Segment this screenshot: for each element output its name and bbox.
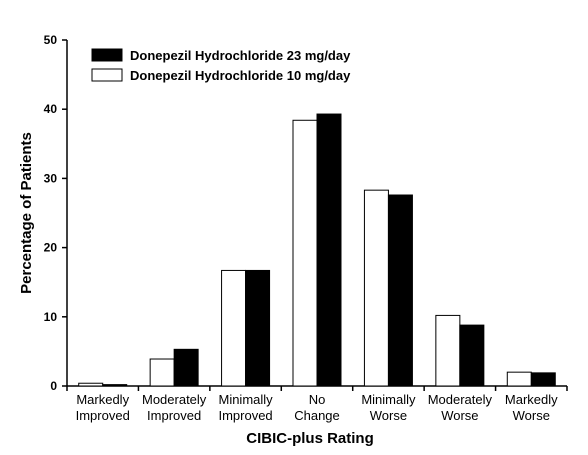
legend-swatch — [91, 68, 123, 82]
x-category-label: Markedly — [505, 392, 558, 407]
bar-10mg — [506, 371, 532, 387]
x-category-label: Moderately — [428, 392, 493, 407]
y-axis-ticks: 0 10 20 30 40 50 — [44, 33, 67, 393]
y-tick-label: 10 — [44, 310, 58, 324]
bar-10mg — [149, 358, 175, 387]
x-category-label: Worse — [441, 408, 478, 423]
x-category-label: Change — [294, 408, 340, 423]
bar-23mg — [459, 324, 485, 387]
x-category-label: Improved — [76, 408, 130, 423]
bar-23mg — [173, 348, 199, 387]
y-tick-label: 20 — [44, 241, 58, 255]
x-axis-title: CIBIC-plus Rating — [246, 430, 374, 447]
bars — [78, 113, 556, 387]
x-category-label: Worse — [370, 408, 407, 423]
bar-10mg — [292, 119, 318, 387]
y-tick-label: 40 — [44, 102, 58, 116]
bar-23mg — [245, 269, 271, 387]
x-category-label: Improved — [147, 408, 201, 423]
legend: Donepezil Hydrochloride 23 mg/day Donepez… — [91, 48, 351, 83]
y-axis-title: Percentage of Patients — [18, 132, 35, 294]
x-category-label: No — [309, 392, 326, 407]
bar-10mg — [435, 314, 461, 387]
bar-10mg — [363, 189, 389, 387]
bar-23mg — [387, 194, 413, 387]
x-category-label: Improved — [218, 408, 272, 423]
legend-swatch — [91, 48, 123, 62]
x-category-label: Worse — [513, 408, 550, 423]
bar-23mg — [102, 384, 128, 387]
legend-label: Donepezil Hydrochloride 10 mg/day — [130, 68, 351, 83]
bar-23mg — [530, 372, 556, 387]
y-tick-label: 50 — [44, 33, 58, 47]
bar-23mg — [316, 113, 342, 387]
y-tick-label: 0 — [50, 379, 57, 393]
x-category-label: Markedly — [76, 392, 129, 407]
legend-label: Donepezil Hydrochloride 23 mg/day — [130, 48, 351, 63]
bar-10mg — [221, 269, 247, 387]
y-tick-label: 30 — [44, 171, 58, 185]
x-category-label: Minimally — [361, 392, 416, 407]
x-category-label: Moderately — [142, 392, 207, 407]
bar-10mg — [78, 382, 104, 387]
x-axis-category-labels: MarkedlyImprovedModeratelyImprovedMinima… — [76, 392, 559, 423]
x-category-label: Minimally — [218, 392, 273, 407]
